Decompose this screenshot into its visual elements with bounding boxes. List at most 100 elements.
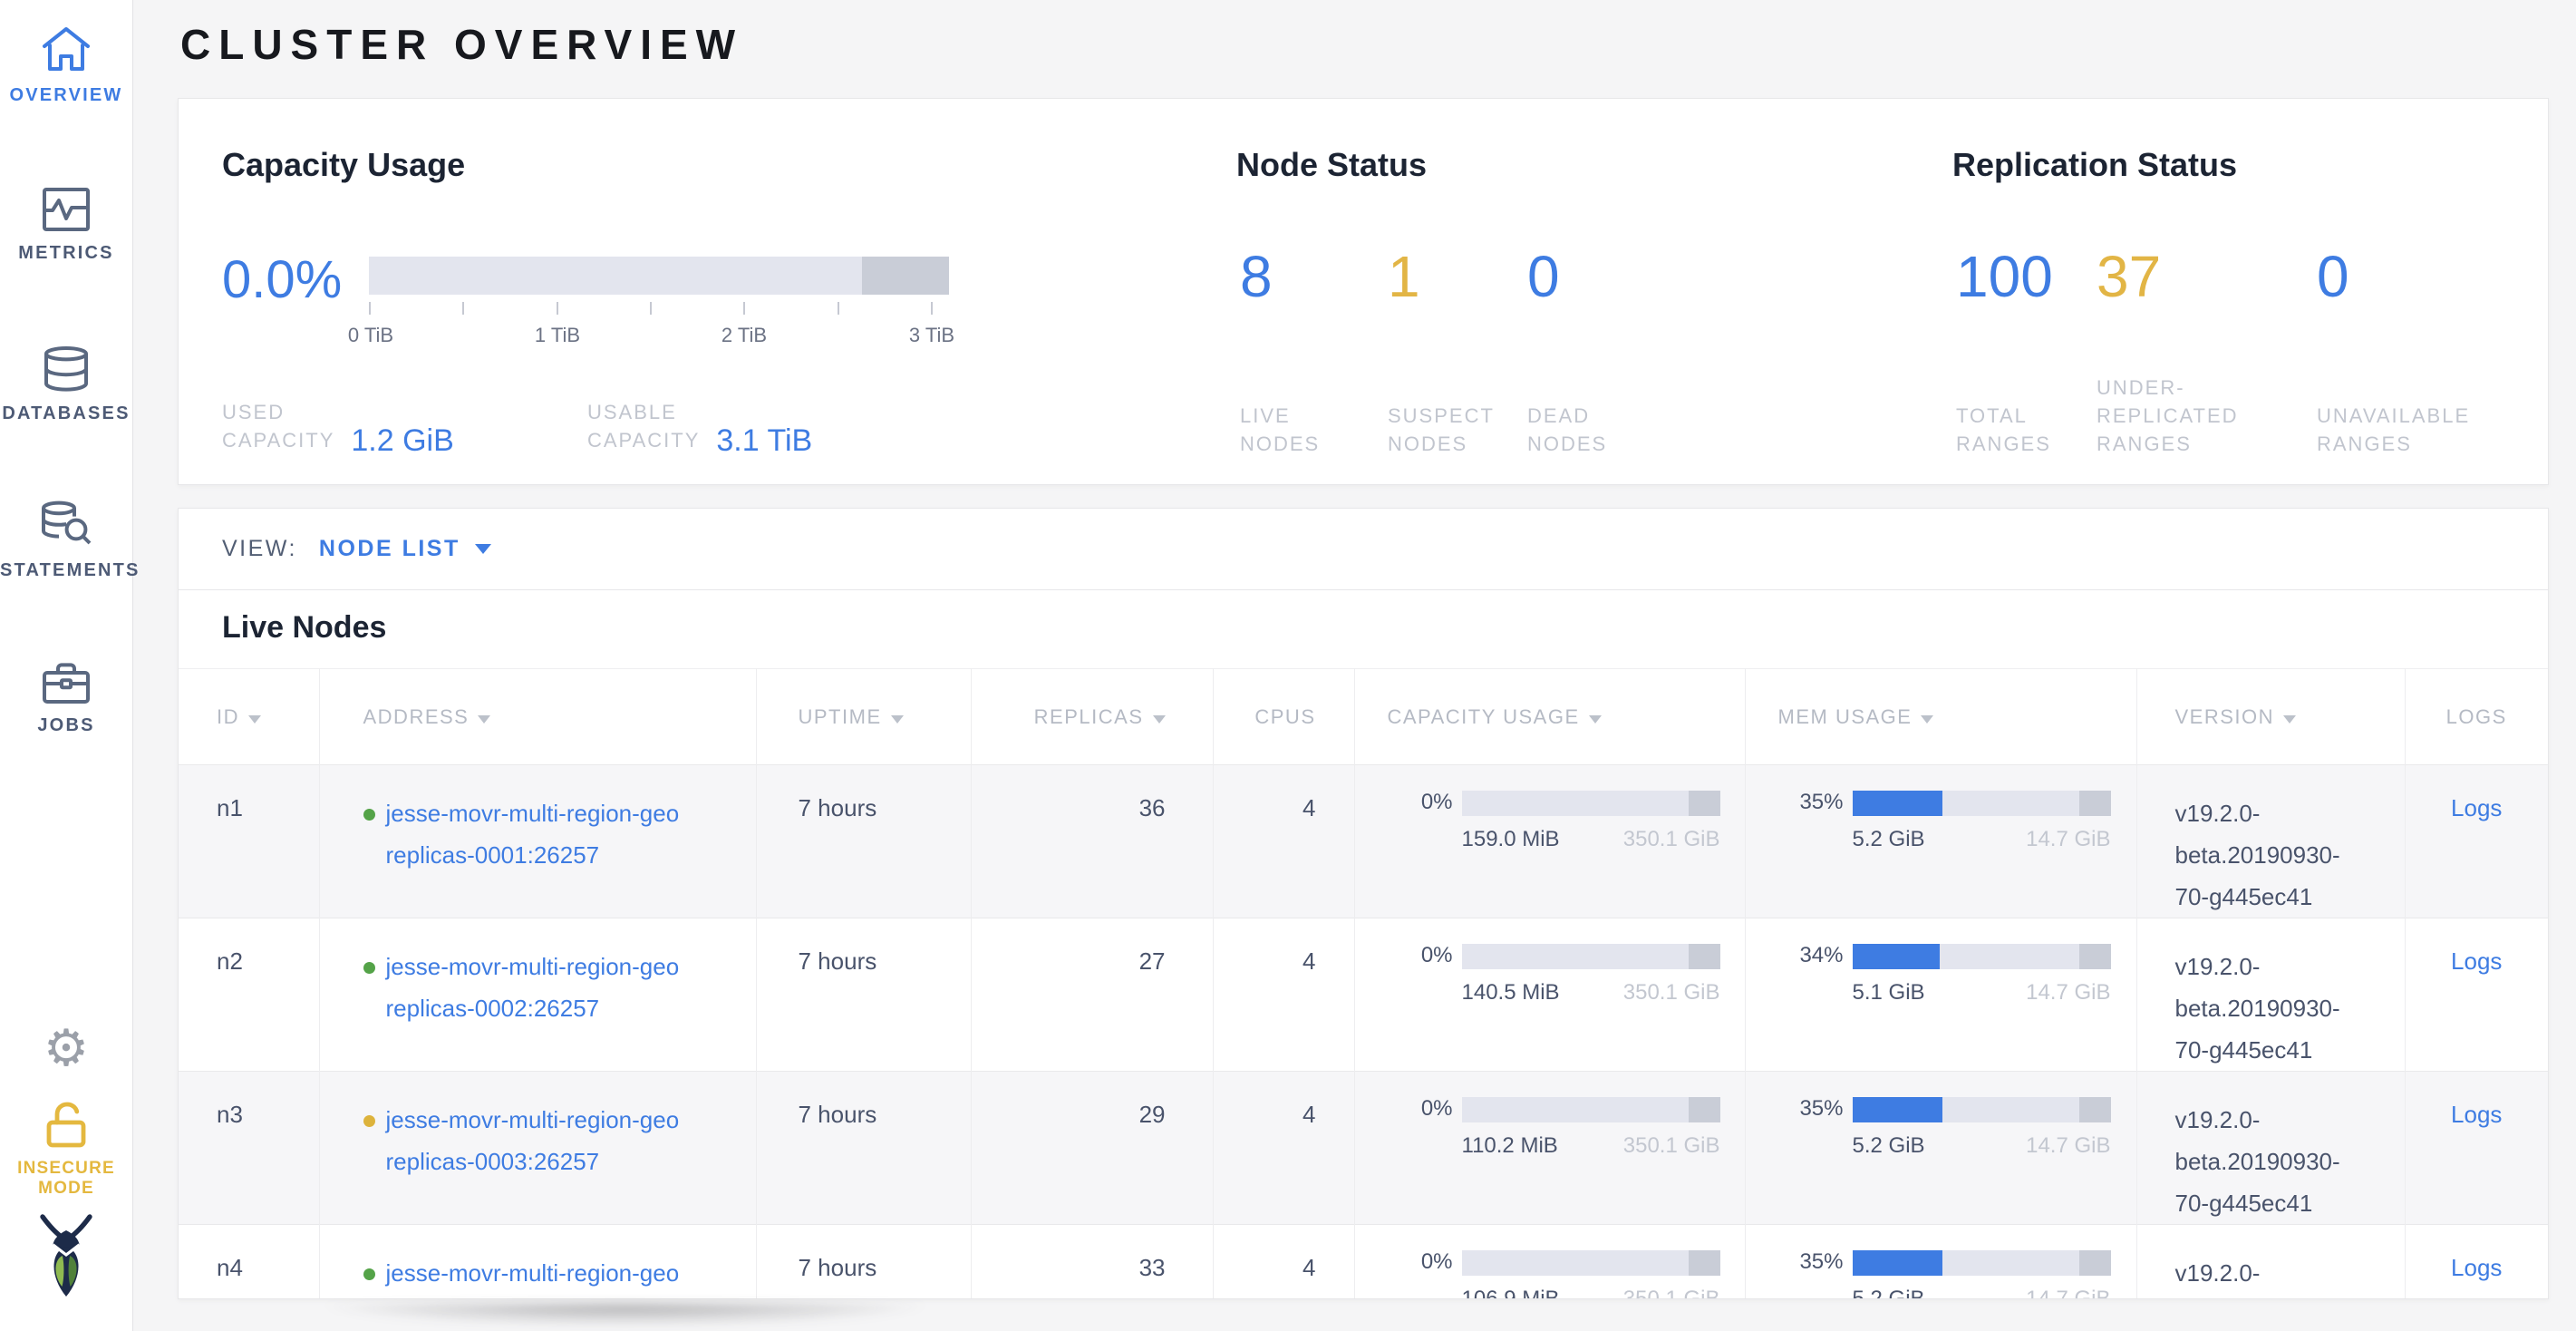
suspect-nodes-value: 1 — [1388, 244, 1420, 309]
total-ranges-value: 100 — [1956, 244, 2053, 309]
node-list-card: VIEW: NODE LIST Live Nodes ID — [178, 508, 2549, 1299]
sidebar-item-settings[interactable]: ⚙ — [0, 1023, 132, 1074]
node-id: n1 — [179, 764, 320, 918]
logs-link[interactable]: Logs — [2451, 794, 2503, 821]
column-header-replicas[interactable]: REPLICAS — [971, 668, 1214, 765]
live-nodes-value: 8 — [1240, 244, 1273, 309]
under-replicated-ranges-label: UNDER- REPLICATED RANGES — [2097, 376, 2239, 455]
sort-desc-icon — [478, 714, 491, 724]
live-nodes-label: LIVE NODES — [1240, 404, 1321, 455]
insecure-mode-label: INSECURE MODE — [17, 1159, 115, 1198]
tick-label: 3 TiB — [908, 324, 955, 346]
logs-link[interactable]: Logs — [2451, 1101, 2503, 1128]
node-id: n3 — [179, 1071, 320, 1225]
table-row: n1 jesse-movr-multi-region-geo replicas-… — [179, 764, 2548, 918]
main-content: CLUSTER OVERVIEW Capacity Usage 0.0% — [133, 0, 2576, 1331]
databases-icon — [0, 345, 132, 393]
node-address-link[interactable]: jesse-movr-multi-region-geo — [363, 1252, 756, 1294]
view-selector[interactable]: NODE LIST — [319, 536, 491, 562]
node-uptime: 7 hours — [756, 764, 972, 918]
metrics-icon — [0, 187, 132, 232]
table-row: n2 jesse-movr-multi-region-geo replicas-… — [179, 918, 2548, 1072]
page-title: CLUSTER OVERVIEW — [180, 21, 744, 68]
capacity-gauge-tick-labels: 0 TiB 1 TiB 2 TiB 3 TiB — [348, 324, 954, 351]
node-mem-usage-cell: 35% 5.2 GiB 14.7 GiB — [1745, 1071, 2137, 1225]
statements-icon — [0, 500, 132, 549]
node-cpus: 4 — [1213, 764, 1355, 918]
memory-bar — [1852, 944, 2111, 969]
healthy-status-dot-icon — [363, 1268, 375, 1280]
column-header-mem-usage[interactable]: MEM USAGE — [1745, 668, 2137, 765]
healthy-status-dot-icon — [363, 962, 375, 974]
sidebar-item-jobs[interactable]: JOBS — [0, 661, 132, 736]
node-replicas: 33 — [971, 1224, 1214, 1298]
cockroachdb-logo-icon — [0, 1211, 132, 1313]
table-header-row: ID ADDRESS UPTIME REPLICAS CPUS CAPACITY… — [179, 668, 2548, 765]
node-address-link[interactable]: jesse-movr-multi-region-geo — [363, 792, 756, 834]
node-address-link[interactable]: replicas-0004:26257 — [363, 1294, 756, 1298]
node-address-link[interactable]: replicas-0001:26257 — [385, 841, 600, 869]
sort-desc-icon — [1921, 714, 1934, 724]
tick-label: 0 TiB — [347, 324, 394, 346]
column-header-version[interactable]: VERSION — [2136, 668, 2406, 765]
node-capacity-usage-cell: 0% 106.9 MiB 350.1 GiB — [1354, 1224, 1746, 1298]
node-uptime: 7 hours — [756, 918, 972, 1072]
column-header-capacity-usage[interactable]: CAPACITY USAGE — [1354, 668, 1746, 765]
capacity-percent: 0.0% — [222, 250, 343, 309]
unavailable-ranges-value: 0 — [2317, 244, 2349, 309]
healthy-status-dot-icon — [363, 809, 375, 821]
node-address-link[interactable]: jesse-movr-multi-region-geo — [363, 1099, 756, 1141]
capacity-gauge: 0 TiB 1 TiB 2 TiB 3 TiB — [348, 244, 954, 346]
suspect-status-dot-icon — [363, 1115, 375, 1127]
sidebar-item-statements[interactable]: STATEMENTS — [0, 500, 138, 581]
node-address-link[interactable]: replicas-0003:26257 — [385, 1148, 600, 1175]
capacity-gauge-bar — [369, 257, 949, 295]
node-address-link[interactable]: jesse-movr-multi-region-geo — [363, 946, 756, 987]
node-mem-usage-cell: 35% 5.2 GiB 14.7 GiB — [1745, 764, 2137, 918]
node-uptime: 7 hours — [756, 1224, 972, 1298]
table-row: n3 jesse-movr-multi-region-geo replicas-… — [179, 1071, 2548, 1225]
capacity-bar — [1461, 791, 1720, 816]
capacity-bar — [1461, 1250, 1720, 1276]
sidebar-item-metrics[interactable]: METRICS — [0, 187, 132, 264]
tick-label: 1 TiB — [534, 324, 581, 346]
view-label: VIEW: — [222, 536, 297, 561]
node-address-cell: jesse-movr-multi-region-geo replicas-000… — [319, 918, 757, 1072]
sort-desc-icon — [248, 714, 261, 724]
node-cpus: 4 — [1213, 1071, 1355, 1225]
sidebar-item-overview[interactable]: OVERVIEW — [0, 24, 132, 106]
node-logs-cell: Logs — [2405, 764, 2548, 918]
node-replicas: 27 — [971, 918, 1214, 1072]
sidebar-item-databases[interactable]: DATABASES — [0, 345, 132, 424]
live-nodes-title: Live Nodes — [222, 610, 387, 645]
node-address-link[interactable]: replicas-0002:26257 — [385, 995, 600, 1022]
node-version: v19.2.0- beta.20190930- 70-g445ec41 — [2136, 918, 2406, 1072]
replication-status-title: Replication Status — [1952, 146, 2238, 183]
chevron-down-icon — [474, 544, 491, 554]
sidebar-item-label: OVERVIEW — [9, 85, 123, 105]
unavailable-ranges-label: UNAVAILABLE RANGES — [2317, 404, 2471, 455]
sort-desc-icon — [1588, 714, 1602, 724]
node-version: v19.2.0- beta.20190930- 70-g445ec41 — [2136, 1071, 2406, 1225]
capacity-gauge-ticks — [369, 302, 933, 315]
sort-desc-icon — [2283, 714, 2297, 724]
dead-nodes-label: DEAD NODES — [1527, 404, 1608, 455]
column-header-id[interactable]: ID — [179, 668, 320, 765]
node-mem-usage-cell: 34% 5.1 GiB 14.7 GiB — [1745, 918, 2137, 1072]
home-icon — [0, 24, 132, 74]
column-header-address[interactable]: ADDRESS — [319, 668, 757, 765]
usable-capacity-label: USABLE CAPACITY — [587, 401, 701, 452]
sort-desc-icon — [1152, 714, 1166, 724]
tick-label: 2 TiB — [721, 324, 768, 346]
capacity-gauge-reserved-segment — [862, 257, 949, 295]
cluster-summary-card: Capacity Usage 0.0% 0 TiB 1 TiB — [178, 98, 2549, 485]
logs-link[interactable]: Logs — [2451, 947, 2503, 975]
sidebar: OVERVIEW METRICS DATABASES — [0, 0, 138, 1331]
column-header-uptime[interactable]: UPTIME — [756, 668, 972, 765]
total-ranges-label: TOTAL RANGES — [1956, 404, 2051, 455]
sidebar-item-insecure-mode[interactable]: INSECURE MODE — [0, 1099, 132, 1199]
sidebar-logo[interactable] — [0, 1211, 132, 1313]
logs-link[interactable]: Logs — [2451, 1254, 2503, 1281]
memory-bar — [1852, 1097, 2111, 1122]
jobs-icon — [0, 661, 132, 704]
